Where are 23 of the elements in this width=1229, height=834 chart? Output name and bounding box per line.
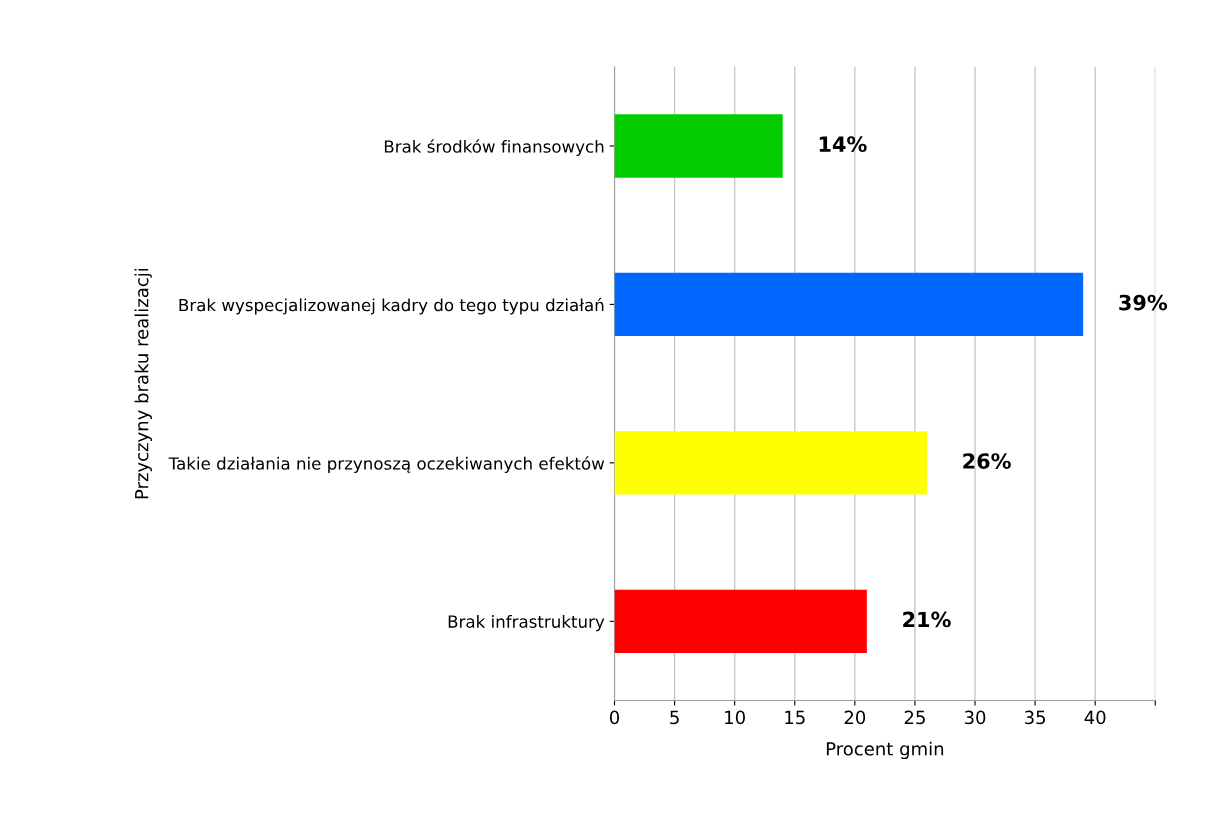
x-tick-label: 40 <box>1084 710 1106 725</box>
bar <box>614 589 867 654</box>
y-tick-label: Brak wyspecjalizowanej kadry do tego typu działań <box>179 297 604 315</box>
x-axis-title: Procent gmin <box>826 741 944 760</box>
x-tick-label: 10 <box>725 710 745 725</box>
data-label: 39% <box>1119 294 1168 311</box>
x-tick-label: 25 <box>904 710 925 725</box>
y-tick-label: Takie działania nie przynoszą oczekiwanych efektów <box>168 456 605 473</box>
y-tick-label: Brak infrastruktury <box>448 615 605 632</box>
x-tick-label: 5 <box>670 710 679 725</box>
data-label: 26% <box>963 453 1011 469</box>
x-tick-label: 35 <box>1024 710 1045 725</box>
bar <box>614 114 783 178</box>
bar <box>614 272 1084 337</box>
x-tick-label: 0 <box>609 710 620 725</box>
data-label: 14% <box>819 136 867 152</box>
bar <box>614 431 927 495</box>
data-label: 21% <box>903 611 951 628</box>
y-axis-title: Przyczyny braku realizacji <box>134 268 152 499</box>
x-tick-label: 15 <box>785 710 805 725</box>
x-tick-label: 30 <box>964 710 986 725</box>
y-tick-label: Brak środków finansowych <box>384 139 604 157</box>
x-tick-label: 20 <box>844 710 866 725</box>
